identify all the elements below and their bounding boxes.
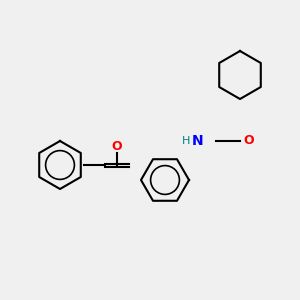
Text: H: H: [182, 136, 190, 146]
Text: N: N: [192, 134, 204, 148]
Text: O: O: [112, 140, 122, 154]
Text: O: O: [244, 134, 254, 148]
